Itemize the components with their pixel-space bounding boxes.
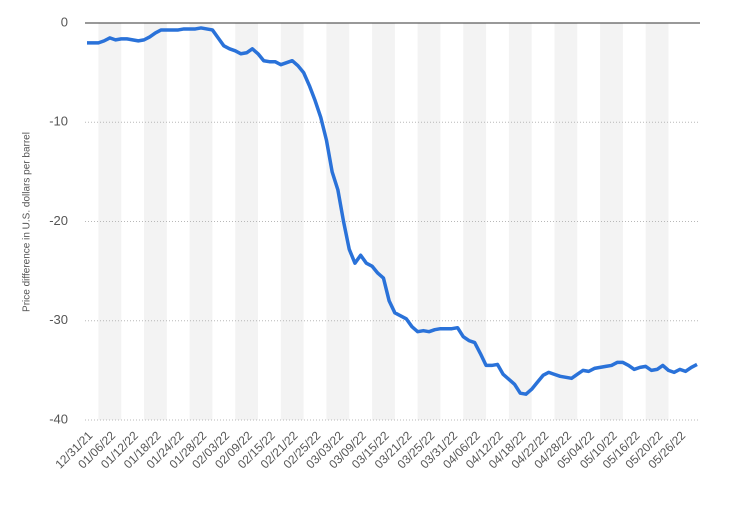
y-tick-label: -10 [49, 114, 68, 129]
y-tick-label: -30 [49, 312, 68, 327]
band [600, 23, 623, 420]
bands [98, 23, 669, 420]
band [463, 23, 487, 420]
y-tick-label: -20 [49, 213, 68, 228]
y-tick-label: 0 [61, 14, 68, 29]
band [645, 23, 669, 420]
band [189, 23, 213, 420]
band [235, 23, 259, 420]
y-tick-label: -40 [49, 411, 68, 426]
band [372, 23, 395, 420]
y-axis-label: Price difference in U.S. dollars per bar… [22, 132, 33, 312]
band [144, 23, 167, 420]
band [417, 23, 441, 420]
line [87, 26, 698, 396]
